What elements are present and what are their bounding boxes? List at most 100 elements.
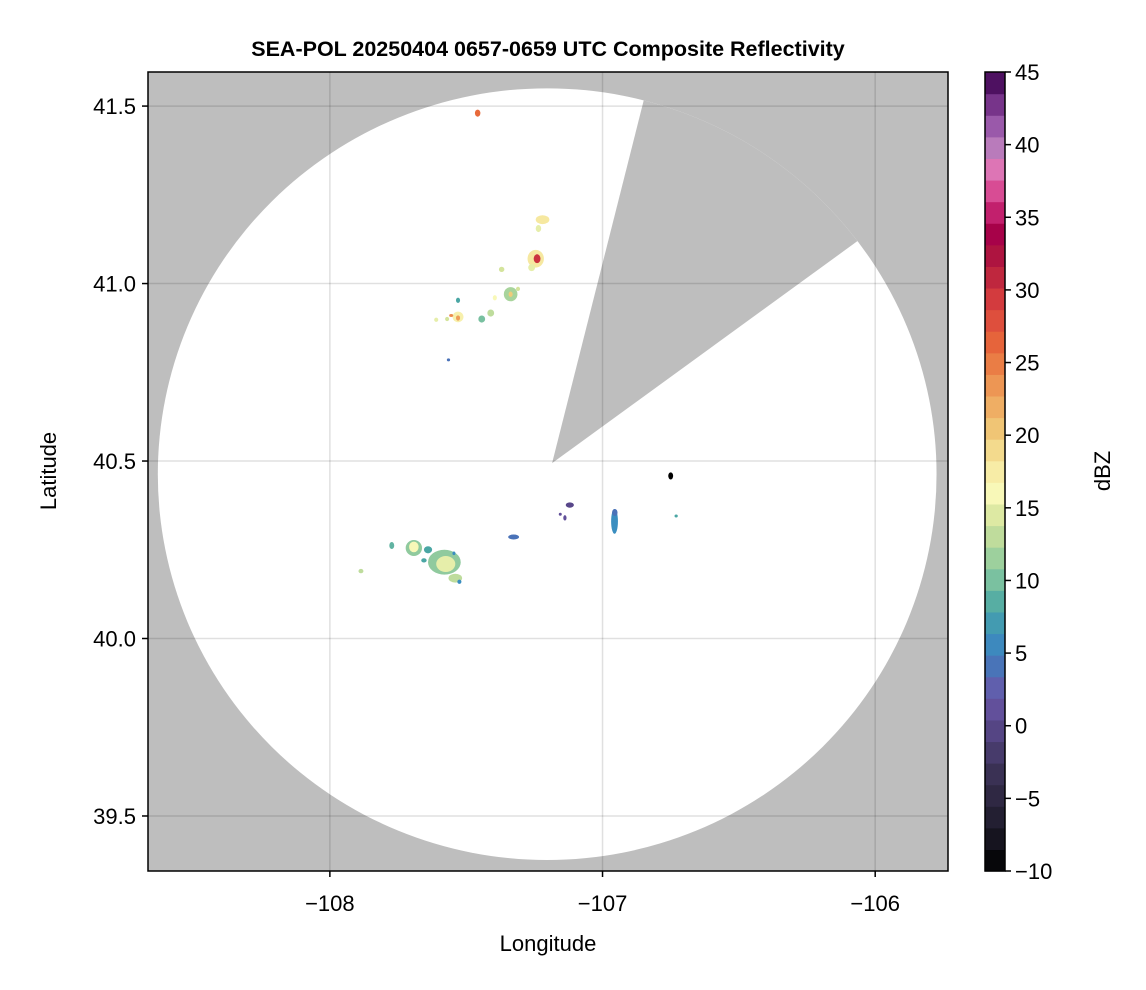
echo-cell <box>409 541 419 553</box>
colorbar-band <box>985 158 1005 181</box>
colorbar-tick-label: 40 <box>1015 133 1039 158</box>
colorbar-label: dBZ <box>1090 451 1115 491</box>
echo-cell <box>533 254 541 264</box>
plot-frame <box>147 71 949 872</box>
colorbar-tick-label: 25 <box>1015 351 1039 376</box>
x-tick-label: −107 <box>578 891 628 916</box>
echo-cell <box>535 224 542 233</box>
y-axis-label: Latitude <box>36 432 61 510</box>
echo-cell <box>455 315 461 321</box>
echo-cell <box>528 264 536 272</box>
colorbar-band <box>985 93 1005 116</box>
colorbar-band <box>985 763 1005 786</box>
echo-cell <box>423 546 433 554</box>
colorbar-tick-label: 30 <box>1015 278 1039 303</box>
colorbar-band <box>985 395 1005 419</box>
x-tick-label: −108 <box>305 891 355 916</box>
colorbar-band <box>985 482 1005 505</box>
echo-cell <box>612 508 618 517</box>
echo-cell <box>452 551 456 556</box>
echo-cell <box>498 266 505 273</box>
y-tick-label: 41.0 <box>93 272 136 297</box>
echo-cell <box>558 512 562 516</box>
colorbar-band <box>985 547 1005 570</box>
colorbar-band <box>985 244 1005 267</box>
colorbar-band <box>985 590 1005 613</box>
colorbar-band <box>985 417 1005 440</box>
colorbar-frame <box>984 71 1006 872</box>
echo-cell <box>508 534 520 540</box>
chart-title: SEA-POL 20250404 0657-0659 UTC Composite… <box>251 37 845 61</box>
colorbar-band <box>985 719 1005 743</box>
colorbar-tick-label: −10 <box>1015 859 1052 884</box>
y-tick-label: 40.0 <box>93 627 136 652</box>
colorbar-band <box>985 179 1005 203</box>
colorbar-tick-label: 10 <box>1015 568 1039 593</box>
colorbar-band <box>985 352 1005 375</box>
colorbar-band <box>985 331 1005 354</box>
echo-cell <box>434 317 439 322</box>
y-axis: 39.5 40.0 40.5 41.0 41.5 <box>93 94 148 829</box>
colorbar-band <box>985 115 1005 138</box>
echo-cell <box>389 541 395 550</box>
colorbar-band <box>985 439 1005 462</box>
colorbar-band <box>985 503 1005 527</box>
echo-cell <box>474 109 481 117</box>
echo-cell <box>449 313 454 317</box>
colorbar-band <box>985 568 1005 591</box>
echo-layer <box>358 109 678 584</box>
colorbar-band <box>985 698 1005 721</box>
colorbar-band <box>985 309 1005 332</box>
grid-lines <box>148 72 948 871</box>
echo-cell <box>563 515 567 521</box>
colorbar-band <box>985 827 1005 851</box>
colorbar-band <box>985 849 1005 872</box>
x-tick-label: −106 <box>850 891 900 916</box>
y-tick-label: 39.5 <box>93 804 136 829</box>
colorbar-band <box>985 806 1005 829</box>
colorbar-band <box>985 136 1005 159</box>
echo-cell <box>478 315 486 323</box>
colorbar-band <box>985 201 1005 224</box>
echo-cell <box>565 502 574 508</box>
echo-cell <box>668 472 674 480</box>
colorbar-tick-label: −5 <box>1015 786 1040 811</box>
echo-cell <box>487 309 495 317</box>
x-axis-label: Longitude <box>500 931 597 956</box>
colorbar-tick-label: 20 <box>1015 423 1039 448</box>
blocked-sector <box>552 88 937 464</box>
echo-cell <box>446 358 451 362</box>
colorbar-band <box>985 223 1005 246</box>
echo-cell <box>515 286 521 292</box>
echo-cell <box>445 316 450 322</box>
colorbar-band <box>985 784 1005 807</box>
colorbar-tick-label: 0 <box>1015 714 1027 739</box>
colorbar-band <box>985 460 1005 483</box>
echo-cell <box>457 579 462 584</box>
echo-cell <box>535 215 550 225</box>
colorbar-band <box>985 287 1005 311</box>
colorbar-tick-label: 15 <box>1015 496 1039 521</box>
colorbar-band <box>985 72 1005 95</box>
colorbar-band <box>985 741 1005 764</box>
colorbar-band <box>985 655 1005 678</box>
colorbar-band <box>985 611 1005 635</box>
x-axis: −108 −107 −106 <box>305 871 900 916</box>
echo-cell <box>436 555 456 572</box>
colorbar: −10 −5 0 5 10 15 20 25 30 35 40 45 <box>984 60 1052 884</box>
colorbar-band <box>985 374 1005 397</box>
colorbar-tick-label: 35 <box>1015 205 1039 230</box>
echo-cell <box>674 514 678 518</box>
echo-cell <box>455 297 461 303</box>
y-tick-label: 40.5 <box>93 449 136 474</box>
echo-cell <box>358 568 364 574</box>
colorbar-tick-label: 5 <box>1015 641 1027 666</box>
colorbar-band <box>985 266 1005 289</box>
colorbar-band <box>985 633 1005 656</box>
echo-cell <box>421 558 427 563</box>
colorbar-band <box>985 525 1005 548</box>
echo-cell <box>508 291 513 297</box>
echo-cell <box>492 295 497 301</box>
y-tick-label: 41.5 <box>93 94 136 119</box>
